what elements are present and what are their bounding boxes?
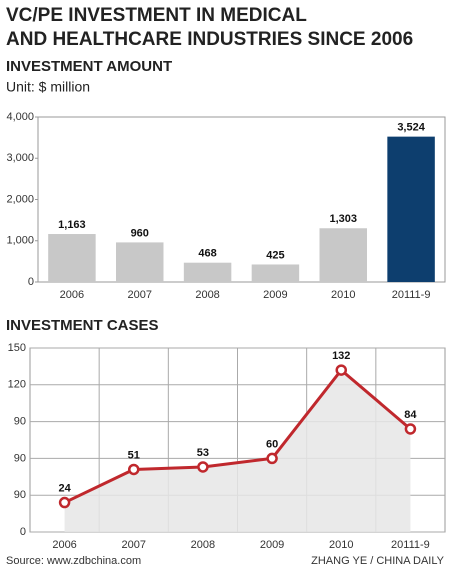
x-tick-label: 2010 [329, 539, 353, 551]
title-line: AND HEALTHCARE INDUSTRIES SINCE 2006 [6, 29, 413, 50]
bar [251, 264, 300, 282]
y-tick-label: 90 [14, 489, 26, 501]
point [266, 452, 278, 465]
value-label: 51 [128, 449, 140, 461]
unit-label: Unit: $ million [6, 79, 90, 95]
value-label: 53 [197, 447, 209, 459]
value-label: 24 [58, 482, 71, 494]
point [58, 496, 71, 509]
x-tick-label: 2008 [191, 539, 215, 551]
x-tick-label: 20111-9 [391, 539, 430, 551]
y-tick-label: 120 [8, 379, 26, 391]
line [63, 368, 412, 504]
point [128, 463, 140, 476]
y-tick-label: 1,000 [6, 235, 34, 247]
value-label: 3,524 [397, 122, 425, 134]
value-label: 1,163 [58, 219, 86, 231]
x-tick-label: 2006 [60, 289, 84, 301]
point [404, 423, 417, 435]
bar [183, 262, 232, 282]
x-tick-label: 2006 [52, 539, 76, 551]
credit: ZHANG YE / CHINA DAILY [311, 555, 445, 567]
bar [319, 228, 367, 282]
point [197, 461, 209, 473]
y-tick-label: 2,000 [6, 193, 34, 205]
x-tick-label: 2007 [122, 539, 146, 551]
chart-title: INVESTMENT AMOUNT [6, 58, 172, 75]
point [335, 364, 347, 376]
bar [387, 136, 435, 282]
y-tick-label: 90 [14, 416, 26, 428]
y-tick-label: 0 [20, 526, 26, 538]
value-label: 425 [266, 249, 284, 261]
x-tick-label: 2007 [128, 289, 152, 301]
y-tick-label: 90 [14, 452, 26, 464]
value-label: 60 [266, 438, 278, 450]
x-tick-label: 2010 [331, 289, 355, 301]
source: Source: www.zdbchina.com [6, 555, 141, 567]
area [64, 370, 411, 532]
bar [116, 242, 164, 282]
chart-title: INVESTMENT CASES [6, 317, 159, 334]
value-label: 84 [404, 409, 417, 421]
title-line: VC/PE INVESTMENT IN MEDICAL [6, 5, 307, 26]
x-tick-label: 2008 [195, 289, 219, 301]
x-tick-label: 20111-9 [392, 289, 431, 301]
value-label: 1,303 [329, 213, 357, 225]
y-tick-label: 4,000 [6, 111, 34, 123]
x-tick-label: 2009 [260, 539, 284, 551]
value-label: 468 [198, 248, 216, 260]
y-tick-label: 0 [28, 276, 34, 288]
plot-frame [37, 116, 446, 283]
y-tick-label: 150 [8, 342, 26, 354]
bar [48, 234, 96, 282]
y-tick-label: 3,000 [6, 152, 34, 164]
x-tick-label: 2009 [263, 289, 287, 301]
value-label: 960 [131, 227, 149, 239]
value-label: 132 [332, 350, 350, 362]
